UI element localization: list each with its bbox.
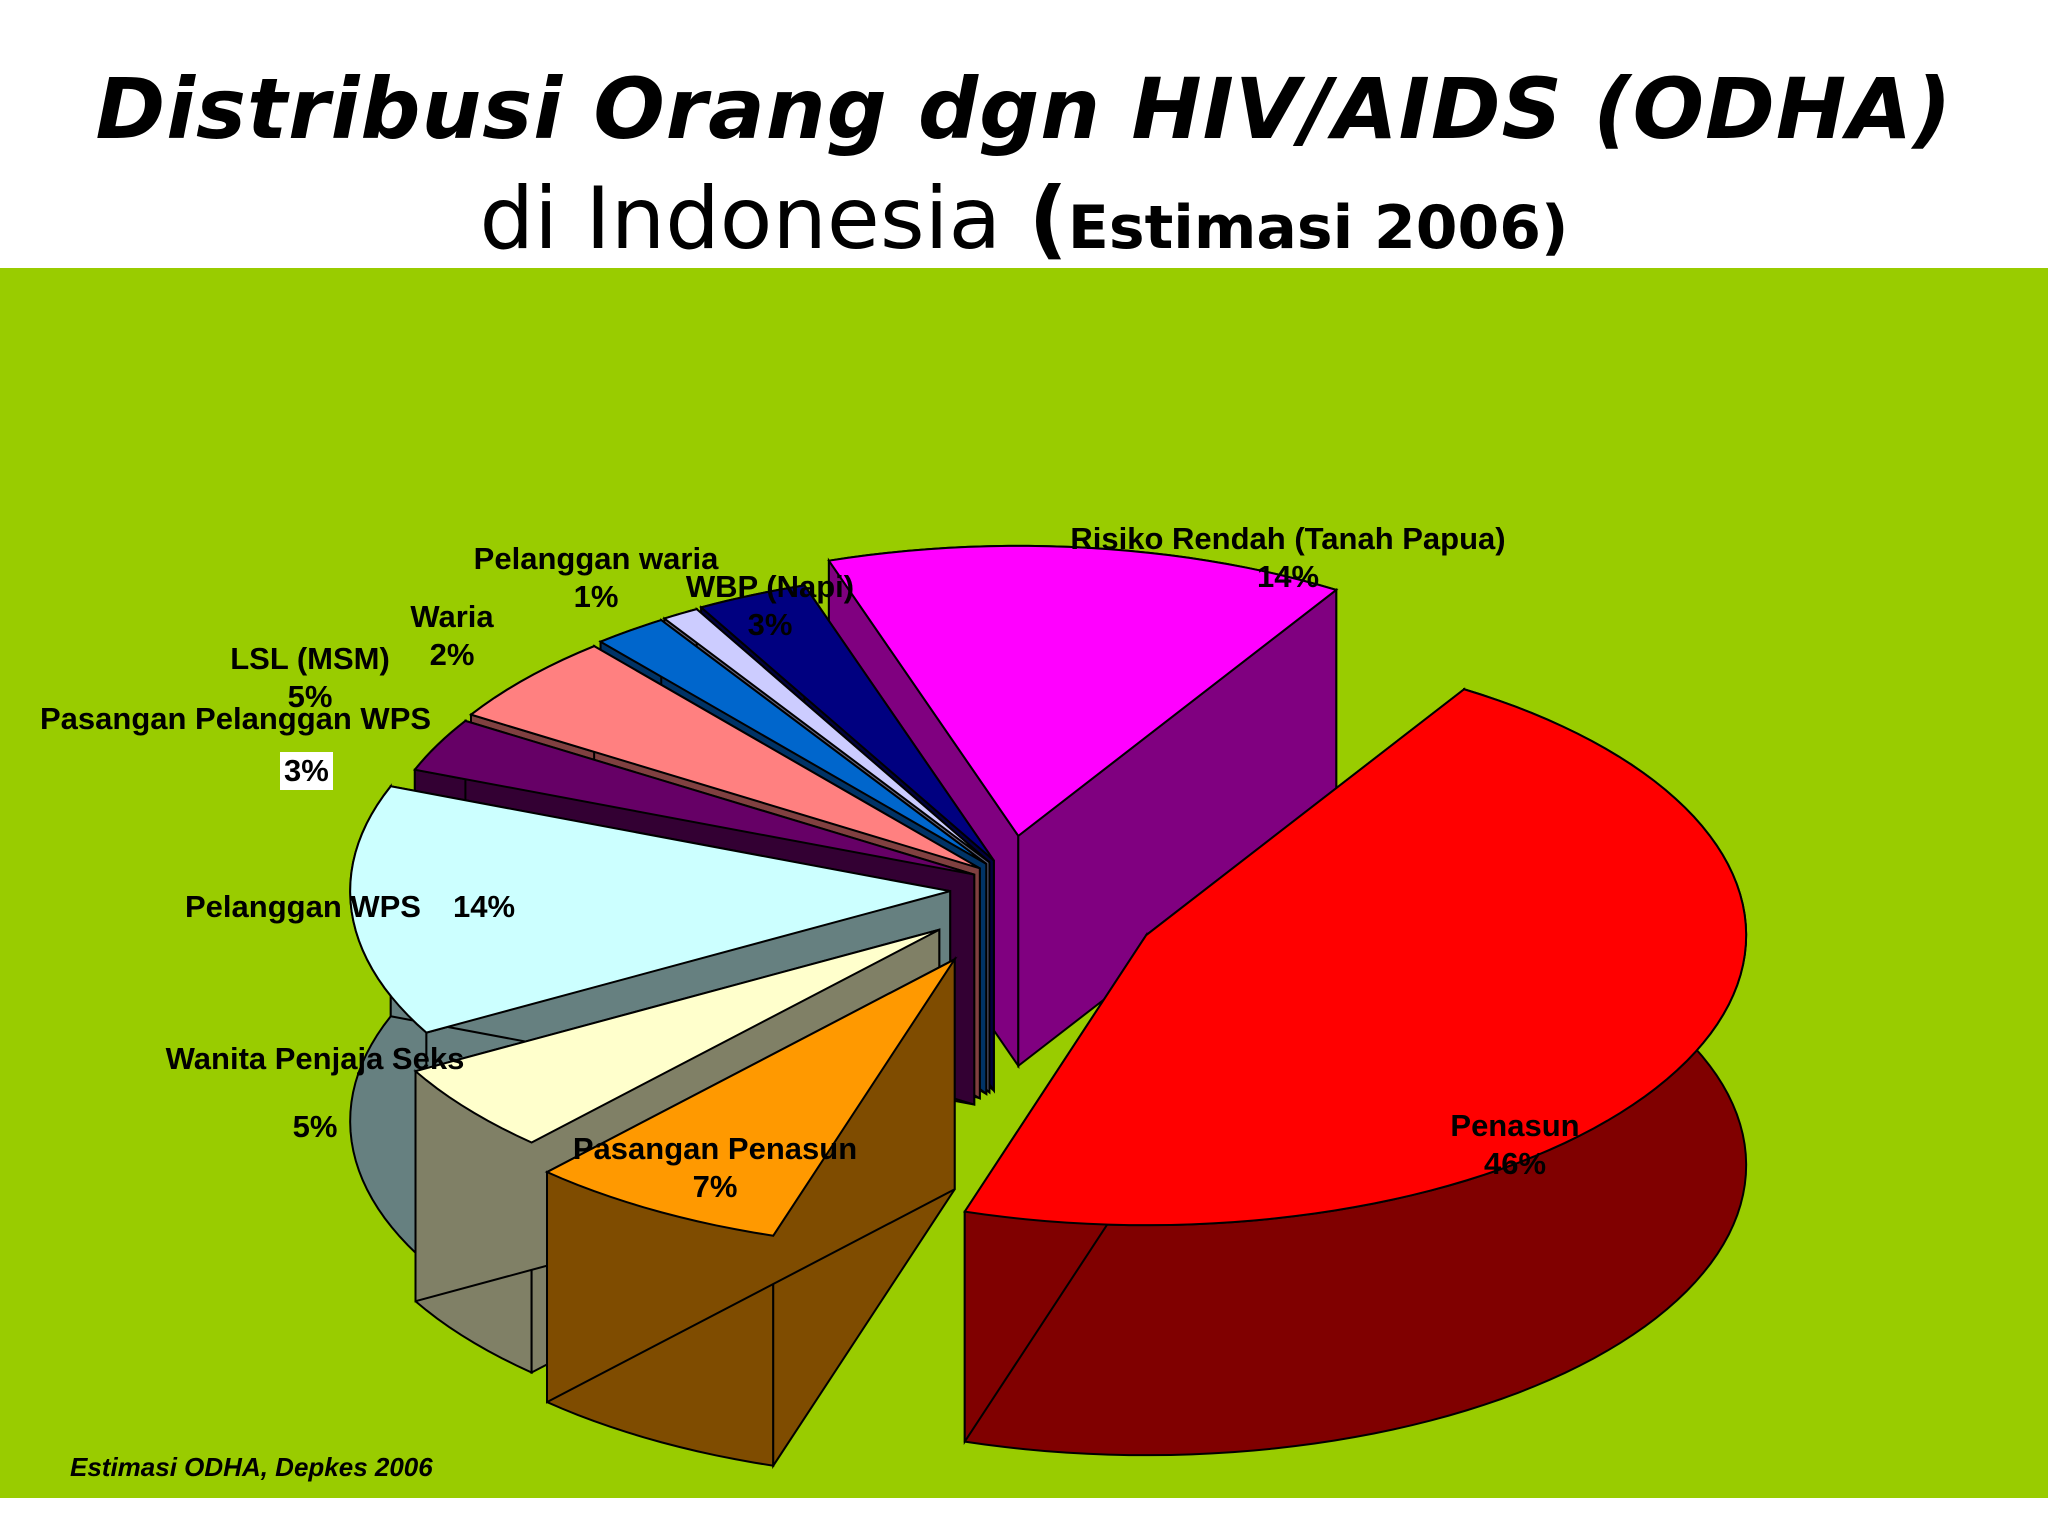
pie-chart [349,544,1748,1470]
slice-label-value: 5% [287,679,333,714]
slice-label-value: 14% [452,889,516,924]
slice-label-value: 5% [292,1109,338,1144]
slice-label-2: Pasangan Penasun 7% [573,1130,857,1206]
title-subtitle: Estimasi 2006 [1067,193,1542,263]
slide-title: Distribusi Orang dgn HIV/AIDS (ODHA) di … [0,55,2048,284]
title-line-2: di Indonesia (Estimasi 2006) [0,163,2048,284]
pie-slice-10 [827,544,1339,1070]
slice-label-name: WBP (Napi) [685,569,855,604]
slice-label-3: Wanita Penjaja Seks 5% [166,1040,465,1146]
slice-label-7: Waria 2% [410,598,493,674]
slice-label-name: Pelanggan waria [473,541,719,576]
slice-label-name: Penasun [1450,1108,1580,1143]
slice-label-value: 2% [429,637,475,672]
slice-label-9: WBP (Napi) 3% [686,568,854,644]
slice-label-value: 46% [1483,1146,1547,1181]
slice-label-value: 3% [280,752,333,790]
slice-label-name: Wanita Penjaja Seks [165,1041,465,1076]
slice-label-name: Risiko Rendah (Tanah Papua) [1070,521,1506,556]
slice-label-1: Penasun 46% [1450,1107,1579,1183]
source-note: Estimasi ODHA, Depkes 2006 [70,1452,433,1482]
slice-label-value: 3% [747,607,793,642]
slice-label-6: LSL (MSM) 5% [230,640,390,716]
pie-tops [349,544,1748,1470]
slice-label-4: Pelanggan WPS 14% [185,888,515,926]
title-paren-close: ) [1541,193,1569,263]
slice-label-value: 1% [573,579,619,614]
slice-label-name: Waria [410,599,494,634]
pie-slice-1 [963,687,1748,1457]
slice-label-name: Pasangan Penasun [572,1131,858,1166]
slice-label-5: Pasangan Pelanggan WPS 3% [40,700,431,790]
pie-slice-2 [544,955,958,1470]
chart-panel [0,268,2048,1498]
slice-label-name: Pelanggan WPS [185,889,421,924]
slice-label-name: Pasangan Pelanggan WPS [40,701,432,736]
title-line-2-main: di Indonesia [479,169,1002,269]
slice-label-name: LSL (MSM) [230,641,390,676]
title-line-1: Distribusi Orang dgn HIV/AIDS (ODHA) [95,60,1953,158]
title-paren-open: ( [1028,169,1068,269]
slice-label-8: Pelanggan waria 1% [474,540,719,616]
slice-label-value: 14% [1256,559,1320,594]
slice-label-10: Risiko Rendah (Tanah Papua) 14% [1070,520,1505,596]
slice-label-value: 7% [692,1169,738,1204]
